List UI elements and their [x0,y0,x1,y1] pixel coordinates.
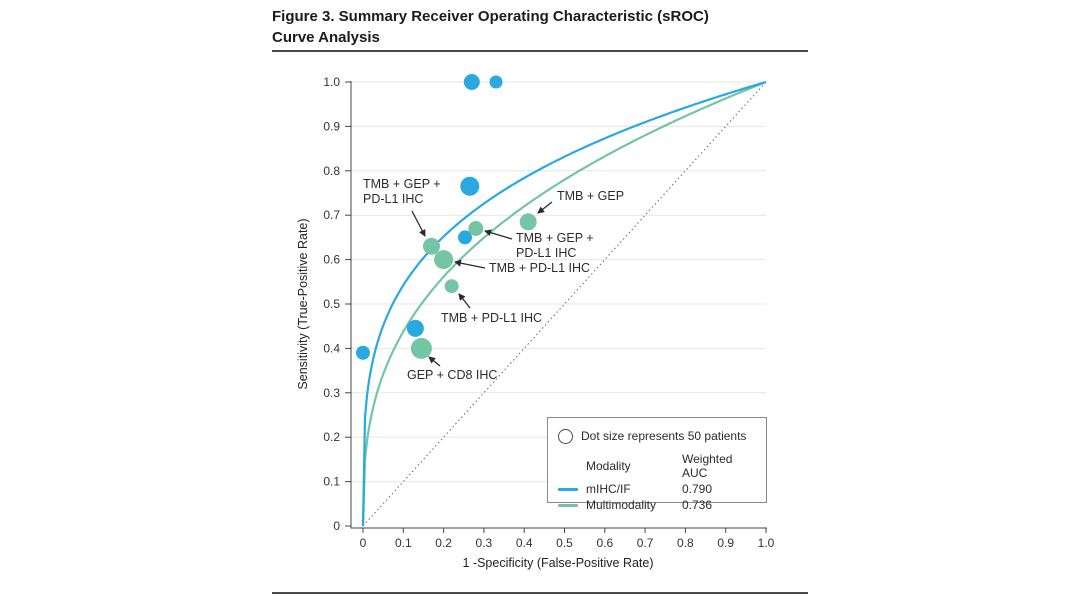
x-tick-label: 0.6 [596,536,613,550]
x-tick-label: 0.7 [637,536,654,550]
legend-auc-header: Weighted AUC [682,452,733,480]
annotation-label-line: GEP + CD8 IHC [407,368,498,382]
legend-note-text: Dot size represents 50 patients [581,429,747,443]
figure-title-line2: Curve Analysis [272,29,380,46]
x-axis-label: 1 -Specificity (False-Positive Rate) [462,556,653,570]
y-tick-label: 0.2 [323,430,340,444]
legend-note-row: Dot size represents 50 patients [558,424,760,448]
x-tick-label: 1.0 [758,536,775,550]
multimodality-line-swatch [558,503,578,507]
data-point-mihc-if [463,74,480,90]
curve-multimodality [361,80,767,527]
annotation-label: TMB + GEP + PD-L1 IHC [516,231,594,261]
dot-size-circle-icon [558,428,573,444]
annotation-arrow [458,293,471,309]
annotation-arrow [428,356,441,367]
data-point-mihc-if [458,230,472,245]
x-tick-label: 0.1 [395,536,412,550]
annotation-label: TMB + GEP [557,189,624,204]
x-tick-label: 0.3 [476,536,493,550]
legend-modality-header: Modality [586,459,631,473]
y-tick-label: 0.3 [323,386,340,400]
data-point-mihc-if [356,345,370,360]
y-tick-label: 0.5 [323,297,340,311]
chance-diagonal [362,81,767,527]
data-point-mihc-if [460,176,480,196]
annotation-label-line: TMB + PD-L1 IHC [441,311,543,325]
annotation-label-line: PD-L1 IHC [363,192,424,206]
title-divider [272,50,808,52]
annotation-arrow [454,259,486,269]
legend-series-1-name: mIHC/IF [586,482,631,496]
bottom-divider [272,592,808,594]
annotation-label-line: TMB + GEP + [516,231,594,245]
annotation-label-line: PD-L1 IHC [516,246,577,260]
y-tick-label: 0.4 [323,341,340,355]
annotation-arrow [537,201,553,214]
mihc-line-swatch [558,487,578,491]
annotation-label-line: TMB + GEP [557,189,625,203]
legend-table: Modality Weighted AUC mIHC/IF 0.790 Mult… [558,452,760,512]
y-tick-label: 1.0 [323,75,340,89]
data-point-tmb-gep [519,213,537,231]
legend-series-2-auc: 0.736 [682,498,713,512]
x-tick-label: 0 [360,536,367,550]
y-tick-label: 0 [333,519,340,533]
annotation-label: TMB + PD-L1 IHC [489,261,590,276]
legend-series-1-auc: 0.790 [682,482,713,496]
figure-title: Figure 3. Summary Receiver Operating Cha… [272,6,808,48]
annotation-label-line: TMB + GEP + [363,177,441,191]
data-point-tmb-pd-l1-ihc [444,279,459,294]
figure-title-line1: Figure 3. Summary Receiver Operating Cha… [272,8,709,25]
data-point-tmb-pd-l1-ihc [434,250,454,270]
y-tick-label: 0.8 [323,164,340,178]
y-tick-label: 0.6 [323,253,340,267]
x-tick-label: 0.5 [556,536,573,550]
annotation-arrow [484,229,513,240]
data-point-mihc-if [489,75,503,89]
x-tick-label: 0.2 [435,536,452,550]
y-axis-label: Sensitivity (True-Positive Rate) [296,218,310,389]
data-point-tmb-gep-pd-l1-ihc [468,221,484,236]
x-tick-label: 0.9 [717,536,734,550]
annotation-label: GEP + CD8 IHC [407,368,497,383]
data-point-tmb-gep-pd-l1-ihc [423,237,440,255]
annotation-label: TMB + PD-L1 IHC [441,311,542,326]
annotation-label-line: TMB + PD-L1 IHC [489,261,591,275]
legend-box: Dot size represents 50 patients Modality… [547,417,767,512]
annotation-arrow [411,210,426,237]
data-point-gep-cd8-ihc [410,337,432,359]
x-tick-label: 0.8 [677,536,694,550]
y-tick-label: 0.1 [323,475,340,489]
legend-series-2-name: Multimodality [586,498,657,512]
annotation-label: TMB + GEP + PD-L1 IHC [363,177,441,207]
y-tick-label: 0.9 [323,119,340,133]
y-tick-label: 0.7 [323,208,340,222]
data-point-mihc-if [406,319,424,337]
x-tick-label: 0.4 [516,536,533,550]
